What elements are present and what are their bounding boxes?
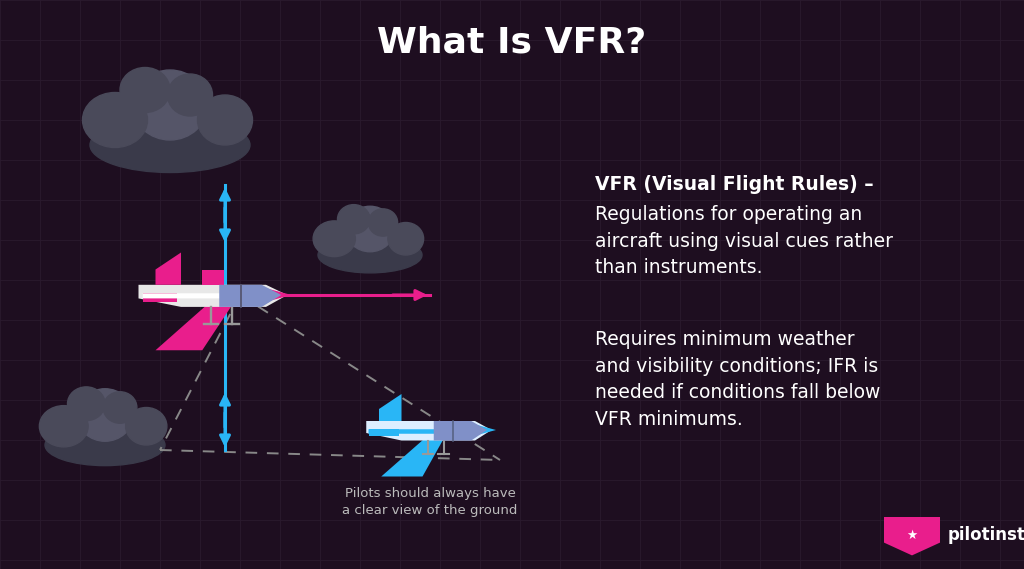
Polygon shape	[369, 429, 490, 434]
Ellipse shape	[68, 387, 105, 420]
Text: VFR (Visual Flight Rules) –: VFR (Visual Flight Rules) –	[595, 175, 873, 194]
Polygon shape	[473, 424, 496, 436]
Ellipse shape	[77, 389, 133, 441]
Polygon shape	[367, 421, 492, 440]
Polygon shape	[142, 293, 283, 298]
Text: pilotinstitute: pilotinstitute	[948, 526, 1024, 544]
Ellipse shape	[39, 406, 88, 447]
Ellipse shape	[132, 70, 208, 140]
Polygon shape	[203, 270, 223, 285]
Ellipse shape	[346, 206, 394, 251]
Polygon shape	[379, 394, 401, 421]
Ellipse shape	[369, 209, 397, 236]
Polygon shape	[266, 288, 292, 302]
Ellipse shape	[313, 221, 355, 257]
Polygon shape	[156, 253, 181, 285]
Text: ★: ★	[906, 529, 918, 542]
Ellipse shape	[168, 74, 213, 116]
Polygon shape	[434, 421, 487, 440]
Ellipse shape	[126, 407, 167, 445]
Ellipse shape	[338, 205, 370, 234]
Ellipse shape	[83, 93, 147, 147]
Text: Regulations for operating an
aircraft using visual cues rather
than instruments.: Regulations for operating an aircraft us…	[595, 205, 893, 277]
Polygon shape	[369, 428, 398, 436]
Polygon shape	[138, 285, 288, 307]
Text: Requires minimum weather
and visibility conditions; IFR is
needed if conditions : Requires minimum weather and visibility …	[595, 330, 881, 428]
Ellipse shape	[45, 424, 165, 465]
Polygon shape	[219, 285, 282, 307]
Ellipse shape	[90, 118, 250, 172]
Ellipse shape	[388, 222, 424, 255]
Ellipse shape	[120, 68, 170, 113]
Ellipse shape	[103, 391, 137, 423]
Polygon shape	[156, 305, 232, 351]
Polygon shape	[381, 439, 443, 476]
Ellipse shape	[318, 237, 422, 273]
Text: What Is VFR?: What Is VFR?	[378, 25, 646, 59]
Ellipse shape	[198, 95, 253, 145]
Polygon shape	[142, 293, 177, 302]
Text: Pilots should always have
a clear view of the ground: Pilots should always have a clear view o…	[342, 487, 518, 517]
Polygon shape	[884, 517, 940, 555]
